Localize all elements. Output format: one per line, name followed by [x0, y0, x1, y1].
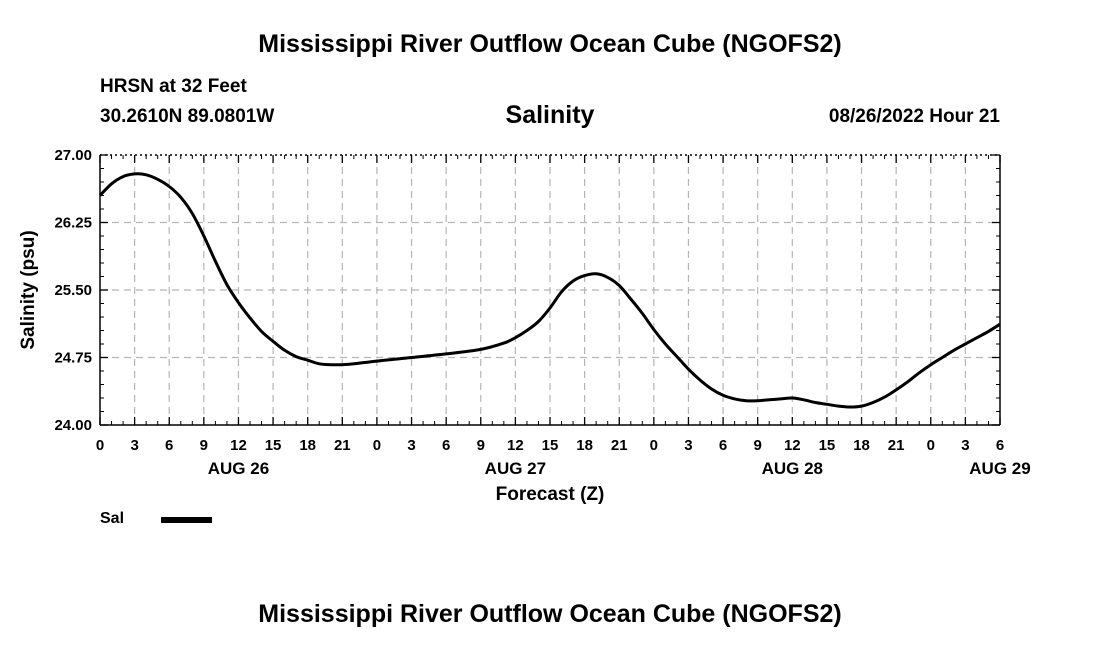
y-tick-label: 26.25	[54, 215, 92, 232]
station-label: HRSN at 32 Feet	[100, 76, 247, 97]
x-tick-label: 12	[230, 437, 247, 454]
x-day-label: AUG 28	[762, 459, 823, 478]
x-tick-label: 12	[507, 437, 524, 454]
x-tick-label: 3	[961, 437, 969, 454]
x-tick-label: 21	[888, 437, 905, 454]
legend-swatch	[161, 517, 212, 523]
x-tick-label: 6	[165, 437, 173, 454]
forecast-datetime: 08/26/2022 Hour 21	[828, 106, 1000, 127]
x-tick-label: 21	[334, 437, 351, 454]
x-tick-label: 6	[719, 437, 727, 454]
x-tick-label: 9	[477, 437, 485, 454]
x-tick-label: 3	[130, 437, 138, 454]
y-tick-label: 25.50	[54, 282, 92, 299]
x-tick-label: 12	[784, 437, 801, 454]
x-tick-label: 15	[542, 437, 559, 454]
x-tick-label: 3	[684, 437, 692, 454]
x-tick-label: 21	[611, 437, 628, 454]
y-tick-label: 24.75	[54, 350, 92, 367]
x-day-label: AUG 26	[208, 459, 269, 478]
chart-title: Salinity	[505, 101, 595, 129]
x-tick-label: 15	[819, 437, 836, 454]
legend-label: Sal	[100, 510, 125, 527]
page-title: Mississippi River Outflow Ocean Cube (NG…	[258, 30, 842, 58]
x-tick-label: 0	[373, 437, 381, 454]
x-axis-title: Forecast (Z)	[496, 484, 605, 505]
station-coordinates: 30.2610N 89.0801W	[100, 106, 275, 127]
x-day-label: AUG 27	[485, 459, 546, 478]
x-tick-label: 0	[650, 437, 658, 454]
y-axis-title: Salinity (psu)	[18, 230, 39, 349]
x-tick-label: 15	[265, 437, 282, 454]
x-tick-label: 9	[200, 437, 208, 454]
x-tick-label: 6	[996, 437, 1004, 454]
y-tick-label: 24.00	[54, 417, 92, 434]
x-tick-label: 6	[442, 437, 450, 454]
series-line-salinity	[98, 172, 1001, 409]
x-tick-label: 3	[407, 437, 415, 454]
x-tick-label: 9	[754, 437, 762, 454]
x-tick-label: 0	[96, 437, 104, 454]
x-day-label: AUG 29	[969, 459, 1030, 478]
x-tick-label: 18	[576, 437, 593, 454]
y-tick-label: 27.00	[54, 147, 92, 164]
x-tick-label: 18	[853, 437, 870, 454]
x-tick-label: 18	[299, 437, 316, 454]
footer-title: Mississippi River Outflow Ocean Cube (NG…	[258, 600, 842, 628]
x-tick-label: 0	[927, 437, 935, 454]
